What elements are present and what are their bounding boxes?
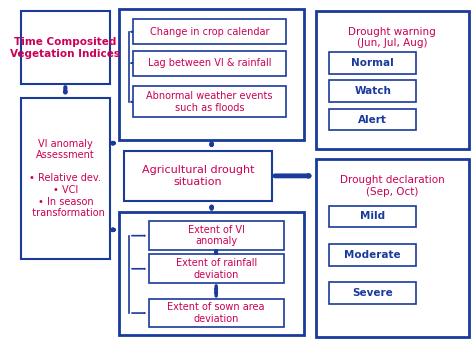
FancyBboxPatch shape: [316, 159, 469, 337]
FancyBboxPatch shape: [149, 221, 283, 250]
Text: Time Composited
Vegetation Indices: Time Composited Vegetation Indices: [10, 37, 120, 58]
FancyBboxPatch shape: [124, 150, 272, 201]
FancyBboxPatch shape: [21, 98, 110, 259]
Text: Drought declaration
(Sep, Oct): Drought declaration (Sep, Oct): [340, 175, 445, 197]
Text: VI anomaly
Assessment

• Relative dev.
• VCI
• In season
  transformation: VI anomaly Assessment • Relative dev. • …: [26, 139, 105, 218]
Text: Lag between VI & rainfall: Lag between VI & rainfall: [147, 58, 271, 68]
FancyBboxPatch shape: [316, 11, 469, 149]
Text: Change in crop calendar: Change in crop calendar: [150, 27, 269, 37]
Text: Watch: Watch: [354, 86, 391, 96]
Text: Normal: Normal: [351, 58, 394, 68]
FancyBboxPatch shape: [329, 52, 416, 74]
FancyBboxPatch shape: [119, 212, 304, 335]
FancyBboxPatch shape: [329, 109, 416, 131]
FancyBboxPatch shape: [329, 80, 416, 102]
Text: Mild: Mild: [360, 211, 385, 222]
Text: Abnormal weather events
such as floods: Abnormal weather events such as floods: [146, 91, 273, 113]
Text: Severe: Severe: [352, 288, 393, 298]
FancyBboxPatch shape: [133, 86, 286, 118]
Text: Alert: Alert: [358, 114, 387, 125]
Text: Moderate: Moderate: [345, 250, 401, 260]
Text: Extent of sown area
deviation: Extent of sown area deviation: [167, 302, 265, 324]
FancyBboxPatch shape: [329, 282, 416, 304]
FancyBboxPatch shape: [133, 50, 286, 76]
Text: Extent of rainfall
deviation: Extent of rainfall deviation: [175, 258, 257, 280]
FancyBboxPatch shape: [149, 299, 283, 327]
Text: Extent of VI
anomaly: Extent of VI anomaly: [188, 225, 245, 246]
FancyBboxPatch shape: [329, 244, 416, 266]
FancyBboxPatch shape: [133, 19, 286, 44]
FancyBboxPatch shape: [329, 206, 416, 227]
FancyBboxPatch shape: [21, 11, 110, 84]
FancyBboxPatch shape: [119, 9, 304, 140]
Text: Agricultural drought
situation: Agricultural drought situation: [142, 165, 254, 187]
FancyBboxPatch shape: [149, 254, 283, 283]
Text: Drought warning
(Jun, Jul, Aug): Drought warning (Jun, Jul, Aug): [348, 27, 436, 48]
